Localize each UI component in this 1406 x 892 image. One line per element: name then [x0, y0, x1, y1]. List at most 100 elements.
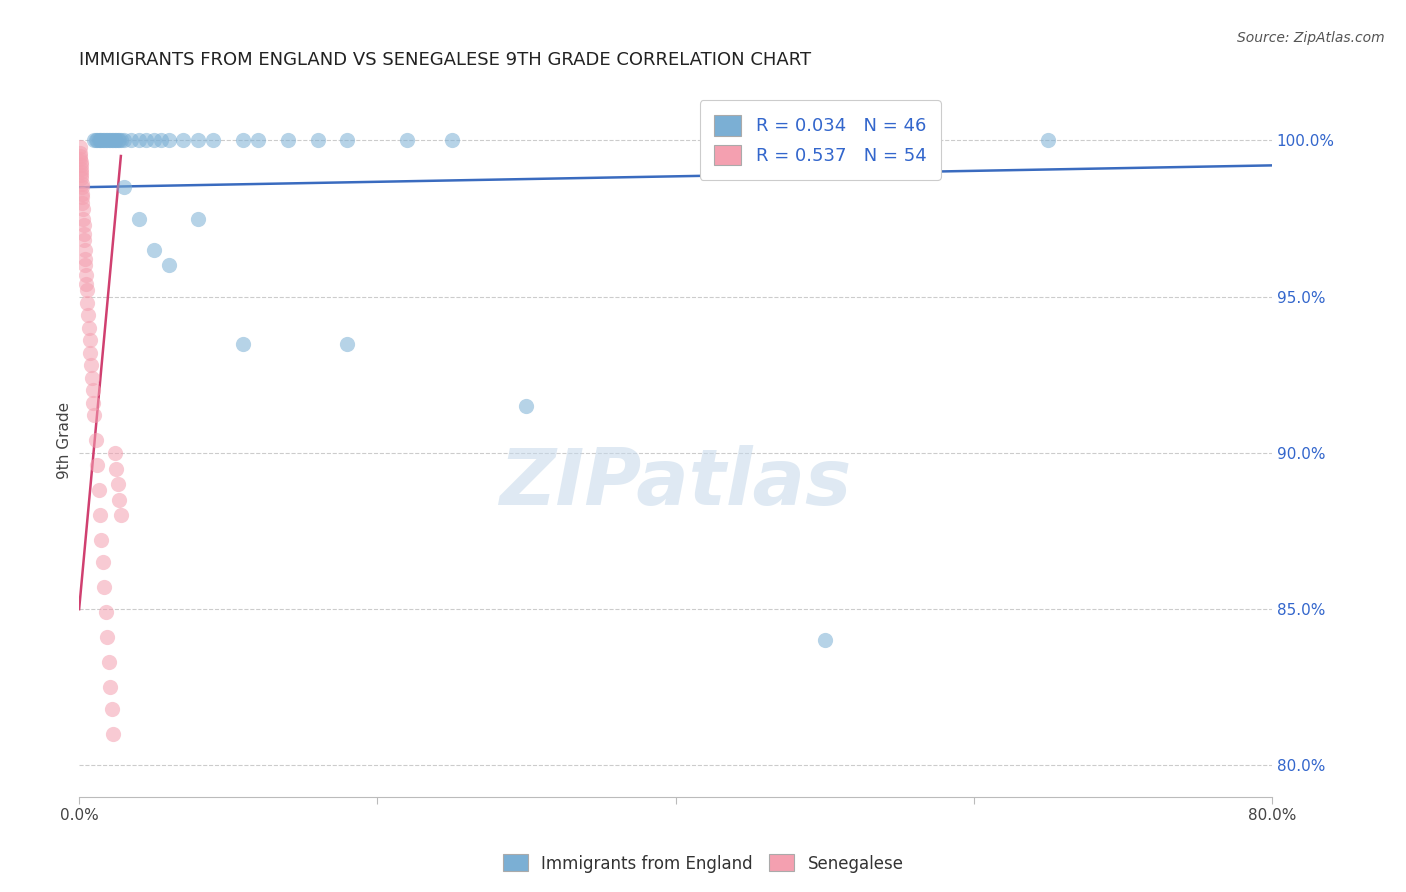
Point — [70, 189, 93, 203]
Legend: Immigrants from England, Senegalese: Immigrants from England, Senegalese — [496, 847, 910, 880]
Point — [70, 186, 93, 201]
Point — [94, 133, 117, 147]
Point — [128, 211, 150, 226]
Point — [70, 180, 93, 194]
Point — [142, 133, 165, 147]
Point — [89, 133, 111, 147]
Point — [73, 233, 96, 247]
Point — [101, 133, 124, 147]
Point — [307, 133, 329, 147]
Point — [87, 483, 110, 498]
Point — [69, 155, 91, 169]
Point — [91, 133, 114, 147]
Point — [75, 277, 97, 292]
Point — [157, 133, 180, 147]
Text: ZIPatlas: ZIPatlas — [499, 445, 852, 521]
Point — [103, 133, 125, 147]
Point — [72, 218, 94, 232]
Point — [107, 133, 129, 147]
Point — [75, 259, 97, 273]
Point — [135, 133, 157, 147]
Point — [70, 164, 93, 178]
Point — [90, 133, 112, 147]
Point — [187, 211, 209, 226]
Point — [73, 243, 96, 257]
Point — [70, 161, 93, 176]
Point — [94, 605, 117, 619]
Point — [150, 133, 173, 147]
Point — [73, 227, 96, 241]
Point — [96, 630, 118, 644]
Point — [107, 477, 129, 491]
Point — [69, 152, 91, 166]
Point — [76, 296, 98, 310]
Point — [70, 168, 93, 182]
Point — [93, 580, 115, 594]
Point — [77, 321, 100, 335]
Point — [70, 170, 93, 185]
Point — [84, 133, 107, 147]
Point — [70, 177, 93, 191]
Point — [97, 655, 120, 669]
Point — [336, 133, 359, 147]
Point — [76, 284, 98, 298]
Point — [104, 446, 127, 460]
Point — [69, 149, 91, 163]
Point — [79, 346, 101, 360]
Point — [96, 133, 118, 147]
Point — [91, 555, 114, 569]
Point — [104, 133, 127, 147]
Point — [69, 145, 91, 160]
Point — [112, 180, 135, 194]
Point — [83, 133, 105, 147]
Point — [187, 133, 209, 147]
Point — [247, 133, 270, 147]
Point — [1038, 133, 1060, 147]
Point — [336, 336, 359, 351]
Point — [75, 268, 97, 282]
Point — [72, 211, 94, 226]
Text: IMMIGRANTS FROM ENGLAND VS SENEGALESE 9TH GRADE CORRELATION CHART: IMMIGRANTS FROM ENGLAND VS SENEGALESE 9T… — [79, 51, 811, 69]
Point — [97, 133, 120, 147]
Point — [105, 133, 128, 147]
Point — [87, 133, 110, 147]
Point — [110, 508, 132, 523]
Point — [515, 399, 537, 413]
Point — [108, 492, 131, 507]
Point — [82, 384, 104, 398]
Point — [100, 681, 122, 695]
Point — [396, 133, 419, 147]
Point — [813, 633, 835, 648]
Point — [83, 409, 105, 423]
Point — [90, 533, 112, 548]
Point — [128, 133, 150, 147]
Point — [100, 133, 122, 147]
Point — [72, 202, 94, 216]
Text: Source: ZipAtlas.com: Source: ZipAtlas.com — [1237, 31, 1385, 45]
Point — [86, 133, 108, 147]
Legend: R = 0.034   N = 46, R = 0.537   N = 54: R = 0.034 N = 46, R = 0.537 N = 54 — [700, 100, 941, 180]
Point — [202, 133, 225, 147]
Point — [77, 309, 100, 323]
Point — [120, 133, 142, 147]
Point — [93, 133, 115, 147]
Point — [69, 158, 91, 172]
Point — [232, 133, 254, 147]
Point — [440, 133, 463, 147]
Point — [84, 434, 107, 448]
Point — [173, 133, 195, 147]
Point — [101, 702, 124, 716]
Y-axis label: 9th Grade: 9th Grade — [58, 401, 72, 479]
Point — [72, 195, 94, 210]
Point — [232, 336, 254, 351]
Point — [110, 133, 132, 147]
Point — [69, 139, 91, 153]
Point — [157, 259, 180, 273]
Point — [80, 371, 103, 385]
Point — [75, 252, 97, 267]
Point — [108, 133, 131, 147]
Point — [105, 461, 128, 475]
Point — [142, 243, 165, 257]
Point — [103, 727, 125, 741]
Point — [112, 133, 135, 147]
